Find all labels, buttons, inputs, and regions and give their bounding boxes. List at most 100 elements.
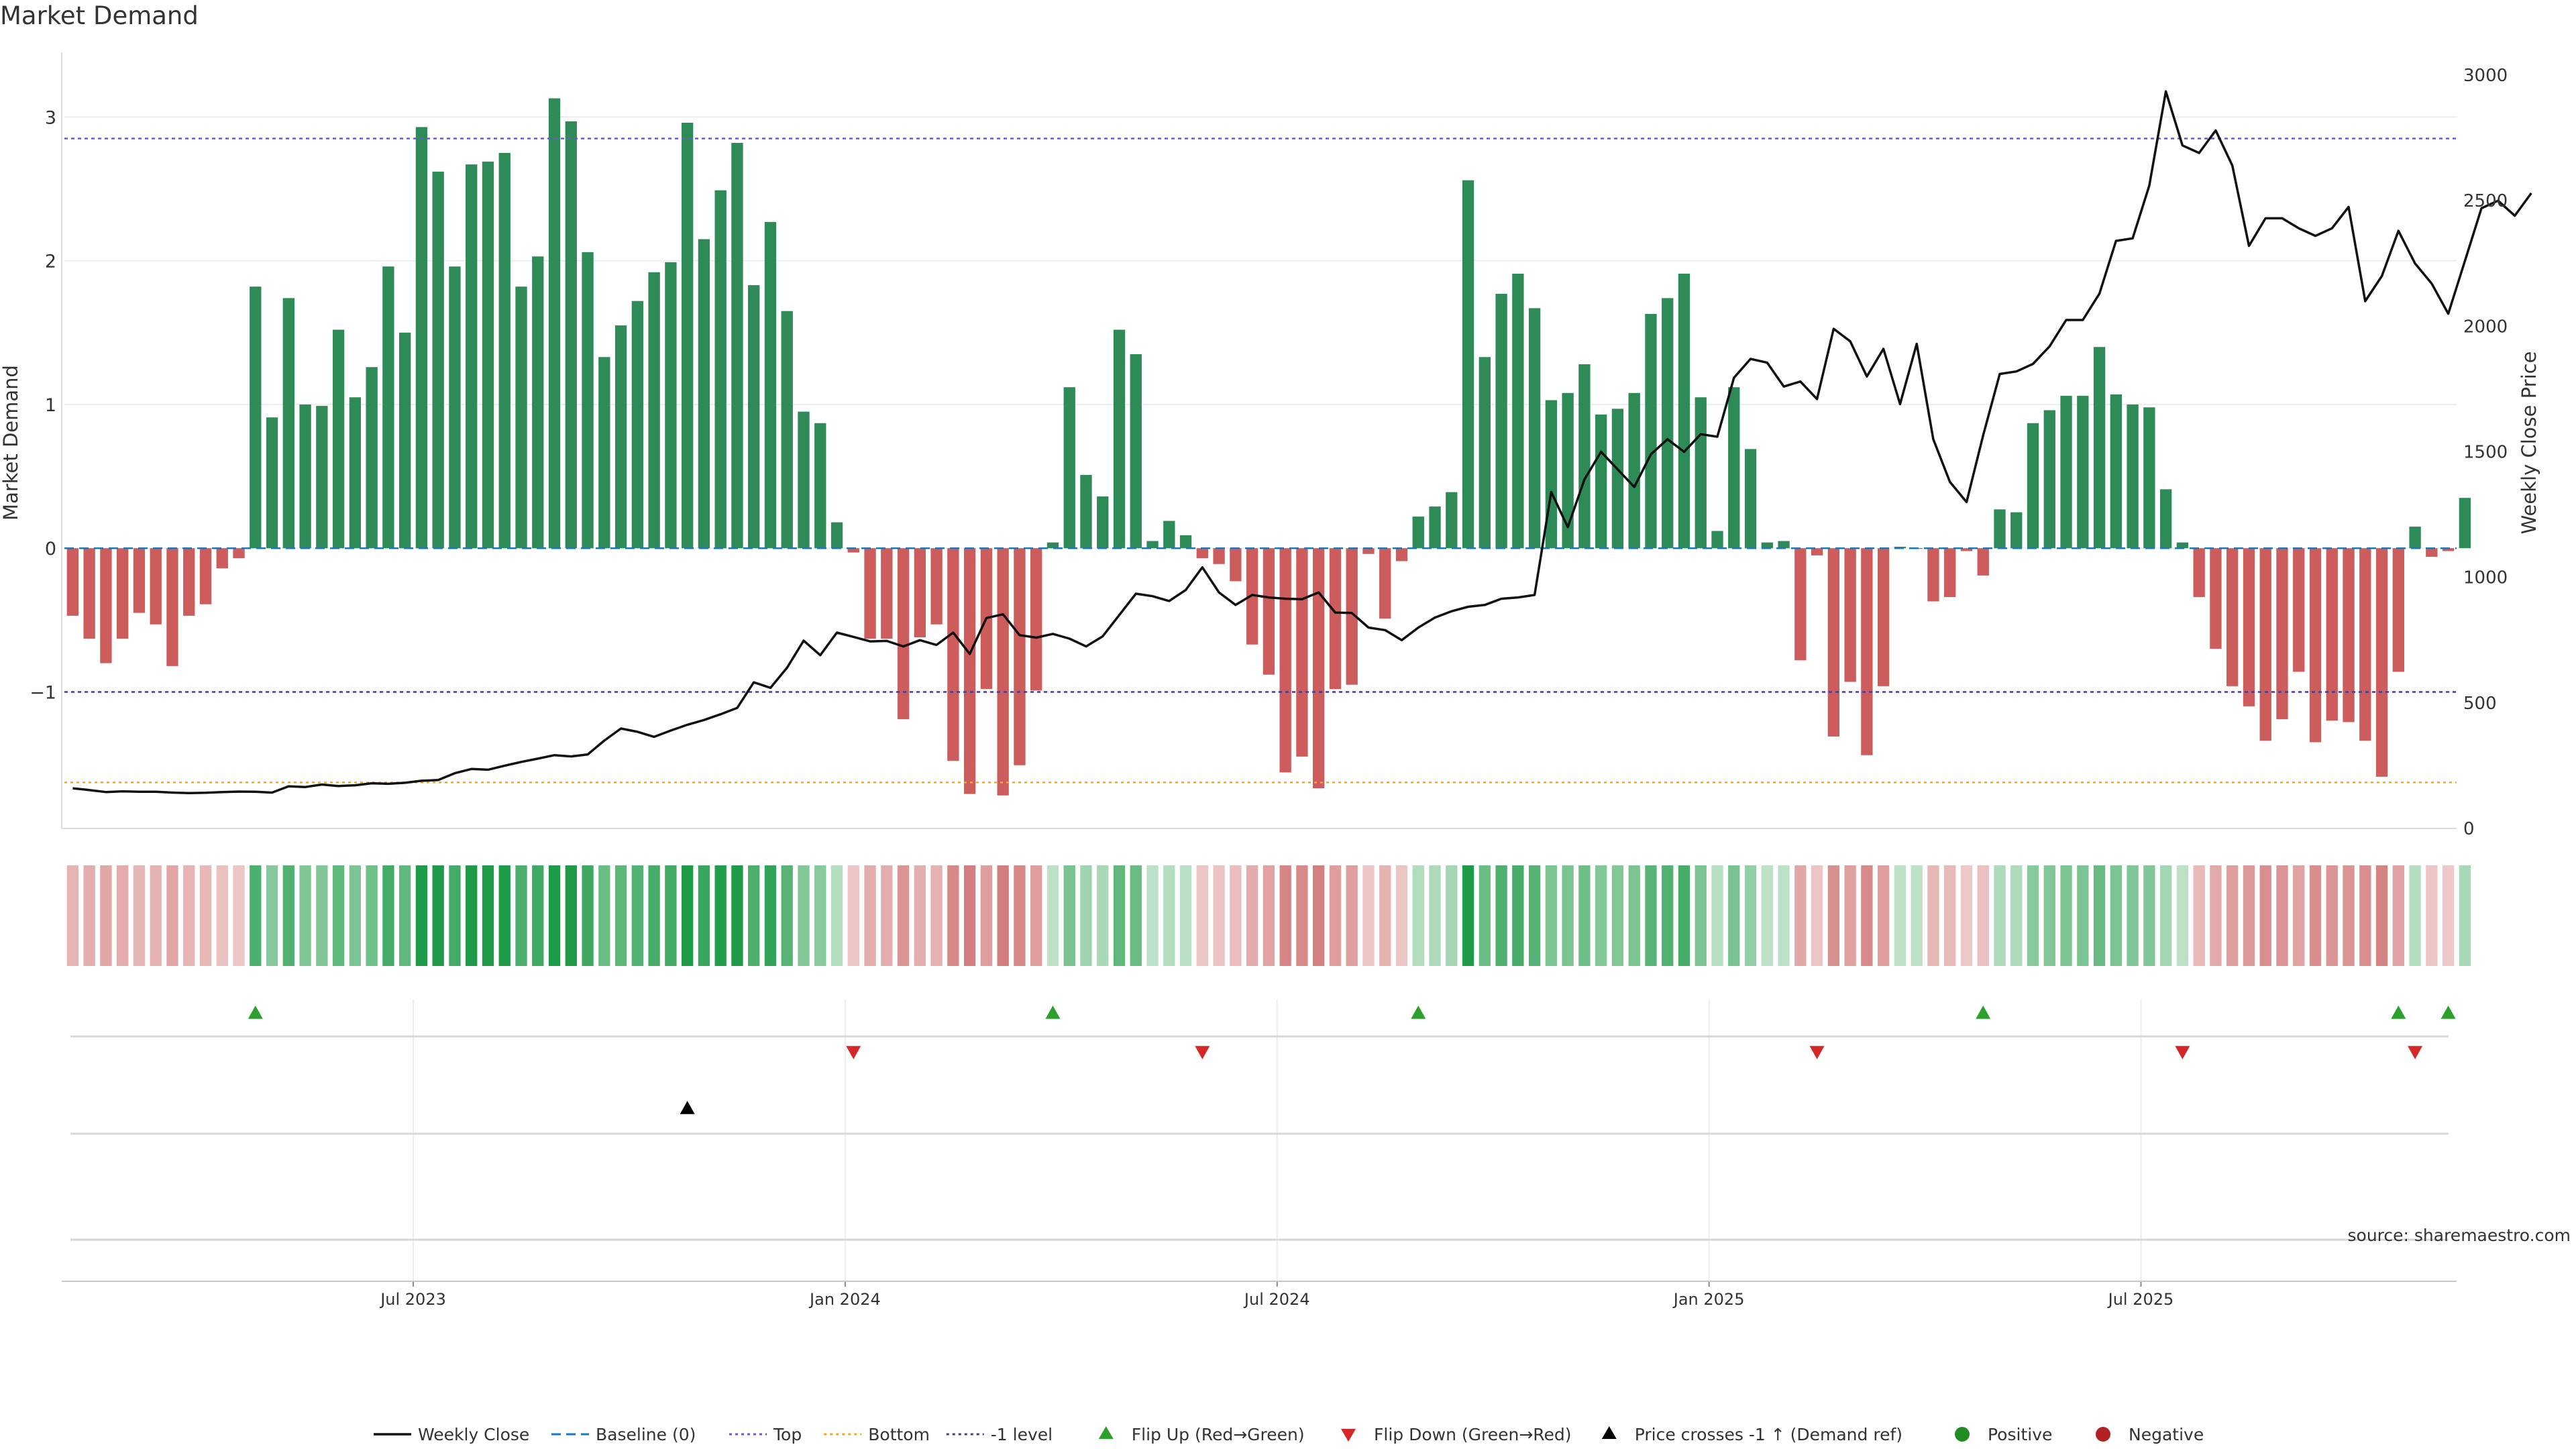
x-tick-label: Jul 2023 [379,1290,446,1309]
heat-strip-cell [266,865,278,966]
demand-bar-negative [1014,548,1026,765]
heat-strip-cell [565,865,577,966]
demand-bar-negative [2210,548,2222,649]
heat-strip-cell [947,865,959,966]
x-tick-label: Jan 2025 [1672,1290,1745,1309]
demand-bar-negative [1346,548,1358,685]
demand-bar-positive [548,98,561,549]
heat-strip-cell [1362,865,1375,966]
weekly-close-line-path [72,90,2532,794]
heat-strip-cell [764,865,777,966]
demand-bar-positive [648,272,660,549]
right-tick-label: 2500 [2463,191,2508,211]
legend-label: Bottom [868,1425,930,1444]
heat-strip-cell [2359,865,2371,966]
demand-bar-positive [1130,354,1142,549]
heat-strip-cell [1761,865,1773,966]
heat-strip-cell [1329,865,1342,966]
heat-strip-cell [1578,865,1591,966]
demand-bar-positive [2010,512,2023,549]
heat-strip-cell [698,865,710,966]
heat-strip-cell [316,865,328,966]
heat-strip-cell [1446,865,1458,966]
heat-strip-cell [2193,865,2205,966]
demand-bar-positive [2143,407,2155,549]
heat-strip-cell [233,865,245,966]
demand-bar-negative [1279,548,1291,773]
demand-bar-positive [2060,396,2072,549]
demand-bar-negative [100,548,112,663]
legend-swatch-triangle-up [1098,1426,1114,1439]
heat-strip-cell [1994,865,2006,966]
demand-bar-positive [764,221,777,549]
heat-strip-cell [1695,865,1707,966]
heat-strip-cell [1080,865,1092,966]
x-tick-label: Jan 2024 [808,1290,881,1309]
demand-bar-positive [349,397,362,549]
demand-bar-positive [1429,506,1441,549]
demand-bar-negative [1960,548,1973,551]
right-tick-label: 500 [2463,694,2497,714]
heat-strip-cell [2276,865,2288,966]
demand-bar-positive [250,286,262,549]
demand-bar-positive [1412,517,1424,549]
demand-bar-positive [382,266,394,549]
demand-bar-negative [1030,548,1042,691]
heat-strip-cell [2210,865,2222,966]
demand-bar-positive [1595,414,1607,549]
heat-strip-cell [714,865,727,966]
heat-strip-cell [1711,865,1723,966]
demand-bar-positive [432,171,444,549]
heat-strip-cell [398,865,411,966]
demand-bar-positive [565,121,577,549]
heat-strip-cell [382,865,394,966]
demand-bar-negative [1246,548,1258,645]
heat-strip-cell [1877,865,1890,966]
heat-strip-cell [133,865,146,966]
demand-bar-positive [1479,357,1491,549]
heat-strip-cell [1662,865,1674,966]
demand-bar-positive [466,164,478,549]
demand-bar-positive [2043,410,2055,549]
demand-bar-negative [1296,548,1308,757]
demand-bar-negative [1927,548,1939,602]
demand-bar-negative [1827,548,1840,737]
demand-bar-positive [299,404,311,549]
price-cross-marker [680,1101,695,1114]
heat-strip-cell [1213,865,1225,966]
heat-strip-cell [2043,865,2055,966]
heat-strip-cell [2159,865,2172,966]
demand-bar-negative [199,548,212,604]
demand-bar-positive [1662,298,1674,549]
demand-bar-negative [897,548,910,720]
demand-bar-negative [1379,548,1391,619]
legend-label: Flip Down (Green→Red) [1374,1425,1572,1444]
demand-bar-positive [2176,542,2189,549]
demand-bar-negative [930,548,943,625]
legend-label: Weekly Close [418,1425,529,1444]
right-tick-label: 3000 [2463,66,2508,86]
demand-bar-positive [2110,394,2123,549]
heat-strip-cell [1977,865,1989,966]
demand-bar-negative [1329,548,1342,690]
heat-strip-cell [781,865,793,966]
heat-strip-cell [2426,865,2438,966]
heat-strip-cell [2375,865,2388,966]
right-axis-title: Weekly Close Price [2518,352,2540,535]
demand-bar-positive [498,152,511,549]
left-axis-title: Market Demand [0,365,22,521]
heat-strip-cell [1595,865,1607,966]
left-tick-label: 3 [45,107,56,128]
demand-bar-positive [1495,293,1507,549]
demand-bar-negative [2293,548,2305,672]
demand-bar-positive [282,298,294,549]
source-note: source: sharemaestro.com [2348,1226,2571,1245]
demand-bar-negative [1230,548,1242,582]
signal-markers [248,1006,2456,1114]
heat-strip-cell [1246,865,1258,966]
demand-bar-positive [698,239,710,549]
left-tick-label: −1 [30,682,56,703]
heat-strip-cell [2010,865,2023,966]
heat-strip-cell [2176,865,2189,966]
heat-strip-cell [2093,865,2106,966]
